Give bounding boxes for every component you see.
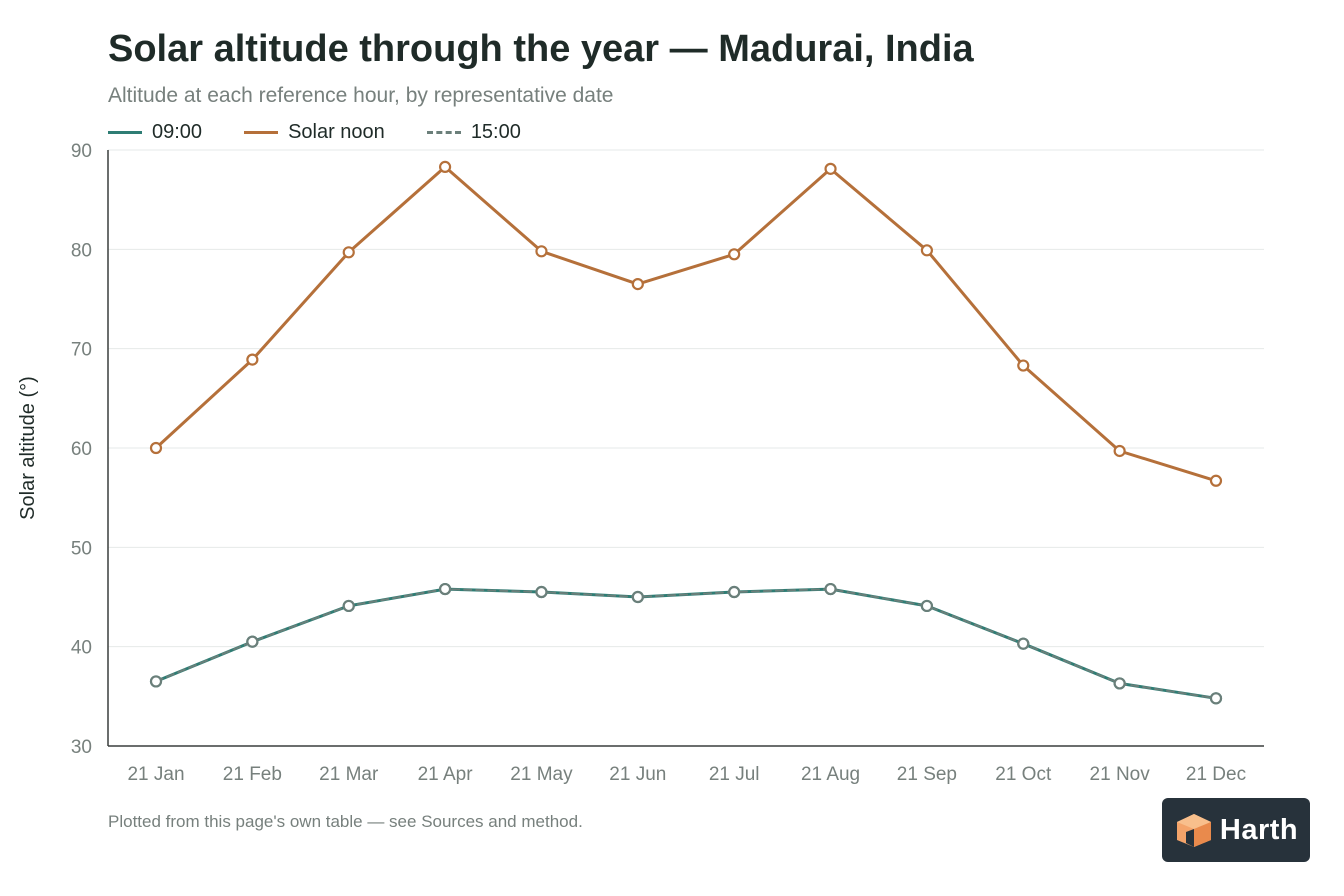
x-tick-label-9: 21 Oct (995, 764, 1052, 785)
legend-swatch-1500 (426, 130, 461, 134)
point-solar-noon-3[interactable] (438, 160, 452, 173)
legend-item-1500[interactable]: 15:00 (426, 120, 521, 144)
x-tick-label-1: 21 Feb (223, 764, 282, 785)
point-15-00-6[interactable] (728, 585, 741, 599)
point-15-00-10[interactable] (1113, 677, 1126, 690)
x-tick-label-4: 21 May (510, 764, 573, 785)
series-line-09-00 (154, 587, 1218, 700)
x-tick-label-11: 21 Dec (1186, 764, 1246, 785)
x-tick-labels: 21 Jan 21 Feb 21 Mar 21 Apr 21 May 21 Jun 21 J… (127, 764, 1246, 785)
axes-layer (107, 150, 1264, 747)
x-tick-label-0: 21 Jan (127, 764, 184, 785)
series-15-00 (149, 582, 1223, 705)
y-tick-label-40: 40 (71, 638, 92, 659)
point-15-00-3[interactable] (438, 582, 452, 596)
footnote: Plotted from this page's own table — see… (108, 812, 583, 831)
grid-layer (108, 149, 1264, 648)
y-tick-label-30: 30 (71, 737, 92, 758)
y-tick-label-50: 50 (71, 538, 92, 559)
point-solar-noon-6[interactable] (728, 248, 741, 261)
point-15-00-9[interactable] (1017, 637, 1030, 650)
legend-label-solar-noon: Solar noon (288, 120, 385, 143)
series-line-solar-noon (154, 165, 1218, 483)
point-15-00-11[interactable] (1209, 692, 1223, 705)
chart-legend: 09:00 Solar noon 15:00 (108, 118, 563, 146)
x-tick-label-3: 21 Apr (418, 764, 474, 785)
y-tick-label-90: 90 (71, 141, 92, 162)
point-solar-noon-2[interactable] (342, 246, 355, 259)
x-tick-label-5: 21 Jun (609, 764, 666, 785)
point-solar-noon-1[interactable] (246, 353, 259, 366)
point-15-00-1[interactable] (246, 635, 259, 648)
point-solar-noon-9[interactable] (1017, 359, 1030, 372)
y-tick-label-70: 70 (71, 340, 92, 361)
chart-subtitle: Altitude at each reference hour, by repr… (108, 84, 614, 107)
point-solar-noon-4[interactable] (535, 245, 548, 258)
point-15-00-5[interactable] (631, 590, 644, 604)
point-15-00-8[interactable] (920, 599, 934, 613)
series-line-15-00 (155, 588, 1217, 700)
harth-logo[interactable]: Harth (1162, 798, 1310, 862)
series-layer (149, 160, 1223, 705)
y-axis-title: Solar altitude (°) (17, 376, 39, 520)
logo-text: Harth (1219, 813, 1299, 846)
chart-title: Solar altitude through the year — Madura… (108, 28, 974, 70)
point-15-00-0[interactable] (149, 675, 163, 688)
point-solar-noon-10[interactable] (1113, 444, 1126, 458)
legend-label-0900: 09:00 (152, 120, 203, 143)
x-tick-label-7: 21 Aug (801, 764, 860, 785)
point-solar-noon-7[interactable] (824, 162, 837, 175)
x-tick-label-6: 21 Jul (709, 764, 760, 785)
y-tick-labels: 30 40 50 60 70 80 90 (71, 141, 92, 758)
x-tick-label-2: 21 Mar (319, 764, 379, 785)
point-solar-noon-11[interactable] (1209, 474, 1223, 487)
cube-icon (1176, 814, 1211, 847)
y-tick-label-60: 60 (71, 439, 92, 460)
legend-label-1500: 15:00 (470, 120, 521, 143)
point-solar-noon-0[interactable] (149, 441, 163, 455)
legend-swatch-0900 (108, 130, 142, 134)
legend-swatch-solar-noon (244, 130, 279, 134)
y-tick-label-80: 80 (71, 240, 92, 261)
point-solar-noon-5[interactable] (631, 278, 644, 291)
point-15-00-7[interactable] (824, 582, 837, 596)
legend-item-0900[interactable]: 09:00 (108, 121, 202, 144)
x-tick-label-8: 21 Sep (897, 764, 957, 785)
legend-item-solar-noon[interactable]: Solar noon (244, 121, 385, 144)
point-15-00-4[interactable] (535, 585, 548, 599)
series-09-00 (149, 582, 1223, 705)
series-solar-noon (149, 160, 1223, 487)
point-15-00-2[interactable] (342, 599, 355, 613)
point-solar-noon-8[interactable] (920, 244, 934, 257)
x-tick-label-10: 21 Nov (1090, 764, 1151, 785)
